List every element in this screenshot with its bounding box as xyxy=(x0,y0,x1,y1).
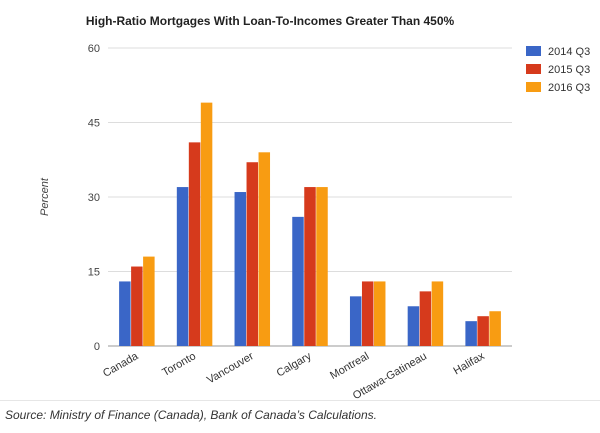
bar xyxy=(304,187,316,346)
category-label: Canada xyxy=(101,350,141,380)
source-note: Source: Ministry of Finance (Canada), Ba… xyxy=(5,408,377,422)
category-label: Vancouver xyxy=(205,350,256,386)
legend-label: 2016 Q3 xyxy=(548,82,590,94)
bar xyxy=(234,192,247,346)
bar xyxy=(292,216,304,346)
y-axis-ticks: 0 15 30 45 60 xyxy=(88,43,100,353)
bar xyxy=(489,311,501,346)
bar xyxy=(200,102,213,346)
divider xyxy=(0,400,600,401)
bar xyxy=(316,187,328,346)
bar xyxy=(477,316,489,346)
legend-swatch xyxy=(526,82,541,92)
legend-swatch xyxy=(526,46,541,56)
bar xyxy=(431,281,444,346)
y-tick-label: 45 xyxy=(88,118,100,130)
category-label: Montreal xyxy=(328,350,371,382)
legend-label: 2014 Q3 xyxy=(548,46,590,58)
y-tick-label: 60 xyxy=(88,43,100,55)
y-axis-label: Percent xyxy=(39,177,51,216)
y-tick-label: 0 xyxy=(94,341,100,353)
bar xyxy=(373,281,386,346)
category-label: Calgary xyxy=(275,350,314,380)
category-labels: Canada Toronto Vancouver Calgary MontrealOtt… xyxy=(101,350,487,400)
category-label: Halifax xyxy=(452,350,488,377)
chart: High-Ratio Mortgages With Loan-To-Income… xyxy=(39,14,590,400)
bar xyxy=(119,281,131,346)
bar xyxy=(131,266,143,346)
legend-label: 2015 Q3 xyxy=(548,64,590,76)
bar xyxy=(258,152,271,346)
bar xyxy=(465,321,477,346)
bar xyxy=(407,306,420,346)
y-tick-label: 30 xyxy=(88,192,100,204)
bar xyxy=(176,187,189,346)
bars xyxy=(119,102,501,346)
legend: 2014 Q3 2015 Q3 2016 Q3 xyxy=(526,46,590,94)
chart-title: High-Ratio Mortgages With Loan-To-Income… xyxy=(86,14,455,28)
y-tick-label: 15 xyxy=(88,267,100,279)
legend-swatch xyxy=(526,64,541,74)
bar xyxy=(361,281,374,346)
bar xyxy=(188,142,201,346)
category-label: Toronto xyxy=(160,350,198,379)
bar xyxy=(246,162,259,346)
bar xyxy=(349,296,362,346)
bar xyxy=(419,291,432,346)
bar xyxy=(143,256,155,346)
